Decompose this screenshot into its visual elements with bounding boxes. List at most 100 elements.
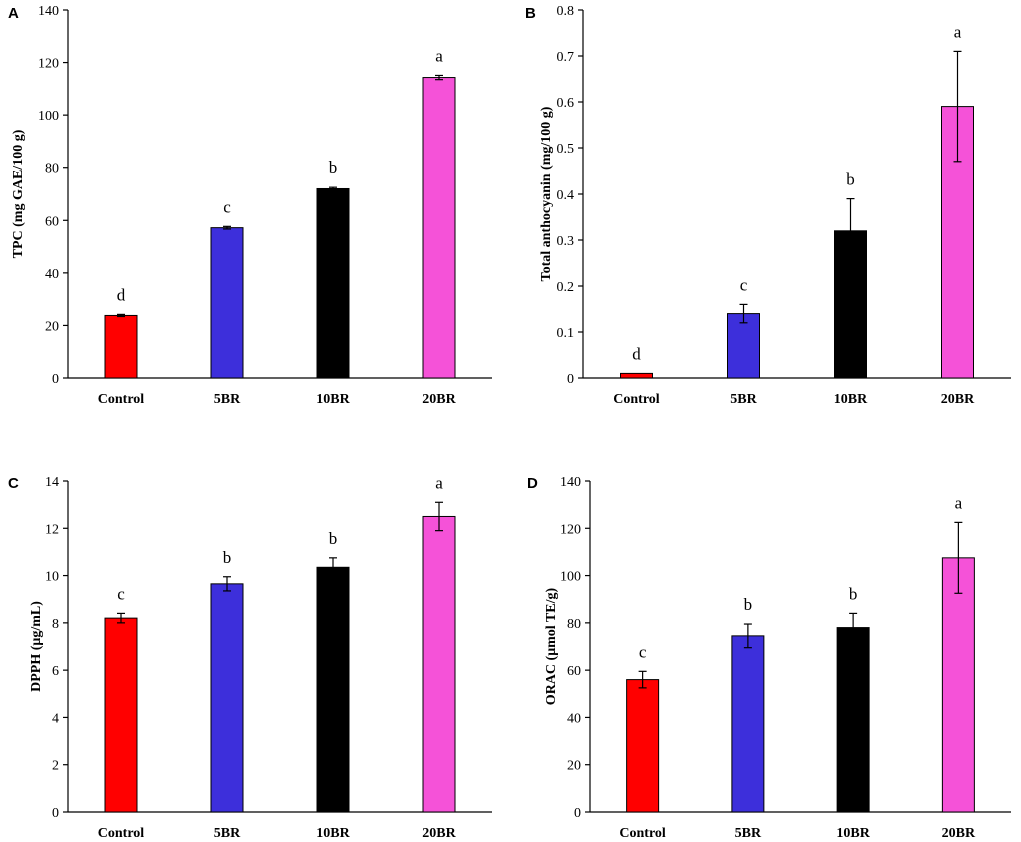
error-bar: [743, 623, 752, 649]
error-bar: [846, 198, 855, 264]
x-category-label: 10BR: [836, 826, 870, 841]
y-tick-label: 12: [45, 522, 59, 537]
significance-label: b: [849, 584, 858, 603]
error-bar: [953, 50, 962, 163]
x-category-label: 10BR: [834, 392, 868, 407]
x-category-label: 20BR: [422, 392, 456, 407]
y-tick-label: 8: [52, 617, 59, 632]
y-tick-label: 20: [567, 759, 581, 774]
x-category-label: 10BR: [316, 392, 350, 407]
bar-10br: [316, 187, 350, 379]
bar-10br: [836, 627, 870, 813]
y-tick-label: 120: [38, 57, 59, 72]
significance-label: b: [744, 595, 753, 614]
error-bar: [739, 303, 748, 324]
error-bar: [849, 612, 858, 643]
x-category-label: Control: [613, 392, 660, 407]
y-tick-label: 14: [45, 475, 59, 490]
y-tick-label: 60: [567, 664, 581, 679]
y-tick-label: 0: [574, 806, 581, 821]
bar-control: [104, 314, 138, 379]
significance-label: a: [435, 46, 443, 65]
error-bar: [435, 74, 443, 81]
chart-panel-B: B Total anthocyanin (mg/100 g) 0 0.1 0.2 0.3 0…: [525, 4, 1011, 407]
y-tick-label: 140: [38, 4, 59, 19]
bar-5br: [731, 635, 765, 813]
y-tick-label: 0.7: [557, 50, 575, 65]
bar-control: [104, 617, 138, 813]
significance-label: a: [435, 473, 443, 492]
y-axis-title: TPC (mg GAE/100 g): [11, 129, 26, 258]
error-bar: [223, 576, 231, 592]
y-tick-label: 0.6: [557, 96, 575, 111]
significance-label: b: [846, 170, 855, 189]
bar-20br: [422, 77, 456, 379]
y-axis-title: ORAC (μmol TE/g): [544, 587, 559, 705]
y-tick-label: 10: [45, 570, 59, 585]
error-bar: [954, 521, 963, 594]
bar-5br: [210, 227, 244, 379]
error-bar: [117, 313, 125, 318]
error-bar: [117, 612, 125, 624]
y-tick-label: 0.2: [557, 280, 575, 295]
significance-label: b: [329, 529, 338, 548]
y-tick-label: 0.1: [557, 326, 575, 341]
y-tick-label: 40: [45, 267, 59, 282]
y-tick-label: 0.5: [557, 142, 575, 157]
significance-label: c: [740, 275, 748, 294]
y-tick-label: 2: [52, 759, 59, 774]
x-category-label: 5BR: [730, 392, 757, 407]
bar-10br: [834, 230, 867, 379]
bar-control: [626, 679, 660, 813]
chart-panel-C: C DPPH (μg/mL) 0 2 4 6 8 10 12 14 c Control b 5BR b 10B…: [8, 473, 492, 841]
significance-label: a: [955, 493, 963, 512]
significance-label: d: [117, 285, 126, 304]
x-category-label: 20BR: [941, 392, 975, 407]
x-category-label: Control: [619, 826, 666, 841]
chart-panel-D: D ORAC (μmol TE/g) 0 20 40 60 80 100 120 140 c Cont…: [527, 475, 1011, 841]
x-category-label: Control: [98, 826, 145, 841]
significance-label: c: [117, 584, 125, 603]
bar-control: [620, 372, 653, 379]
y-tick-label: 100: [560, 570, 581, 585]
x-category-label: 5BR: [735, 826, 762, 841]
x-category-label: 20BR: [422, 826, 456, 841]
x-category-label: 10BR: [316, 826, 350, 841]
y-tick-label: 0: [52, 372, 59, 387]
y-tick-label: 120: [560, 522, 581, 537]
error-bar: [329, 557, 337, 578]
error-bar: [435, 501, 443, 532]
error-bar: [638, 670, 647, 689]
significance-label: c: [639, 642, 647, 661]
y-tick-label: 0: [52, 806, 59, 821]
y-tick-label: 40: [567, 711, 581, 726]
y-tick-label: 100: [38, 109, 59, 124]
significance-label: b: [223, 548, 232, 567]
y-tick-label: 0.4: [557, 188, 575, 203]
y-tick-label: 140: [560, 475, 581, 490]
significance-label: d: [632, 344, 641, 363]
panel-label: B: [525, 5, 536, 22]
bar-5br: [210, 583, 244, 813]
panel-label: C: [8, 475, 19, 492]
y-tick-label: 0.8: [557, 4, 575, 19]
bar-20br: [422, 515, 456, 813]
y-tick-label: 60: [45, 214, 59, 229]
x-category-label: 5BR: [214, 392, 241, 407]
bar-20br: [941, 557, 975, 813]
x-category-label: 5BR: [214, 826, 241, 841]
panel-label: A: [8, 5, 19, 22]
bar-5br: [727, 313, 760, 379]
panel-label: D: [527, 475, 538, 492]
significance-label: a: [954, 22, 962, 41]
y-axis-title: Total anthocyanin (mg/100 g): [539, 106, 554, 281]
y-tick-label: 6: [52, 664, 59, 679]
x-category-label: 20BR: [942, 826, 976, 841]
x-category-label: Control: [98, 392, 145, 407]
error-bar: [329, 186, 337, 191]
y-tick-label: 80: [567, 617, 581, 632]
y-tick-label: 0: [567, 372, 574, 387]
error-bar: [223, 225, 231, 230]
y-tick-label: 4: [52, 711, 59, 726]
